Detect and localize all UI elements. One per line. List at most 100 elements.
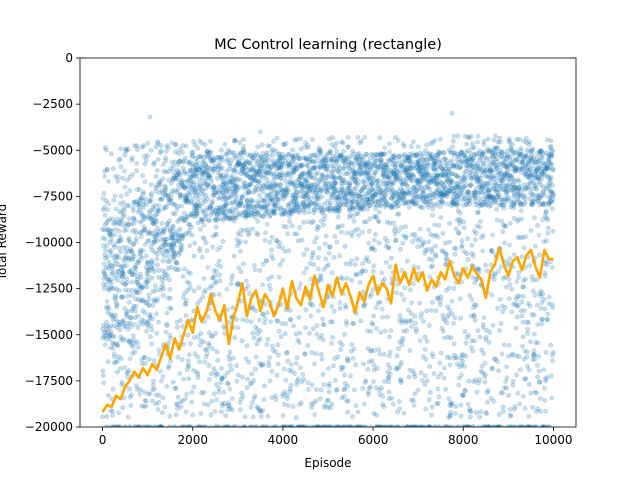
scatter-point (371, 263, 377, 269)
scatter-point (228, 281, 234, 287)
scatter-point (395, 346, 401, 352)
scatter-point (129, 271, 135, 277)
scatter-point (406, 204, 412, 210)
scatter-point (155, 226, 161, 232)
scatter-point (101, 380, 107, 386)
scatter-point (339, 223, 345, 229)
scatter-point (392, 231, 398, 237)
scatter-point (108, 286, 114, 292)
scatter-point (141, 318, 147, 324)
scatter-point (449, 298, 455, 304)
scatter-point (548, 175, 554, 181)
scatter-point (140, 248, 146, 254)
scatter-point (458, 402, 464, 408)
scatter-point (331, 308, 337, 314)
scatter-point (147, 230, 153, 236)
scatter-point (398, 291, 404, 297)
scatter-point (334, 239, 340, 245)
scatter-point (436, 222, 442, 228)
scatter-point (146, 268, 152, 274)
scatter-point (337, 305, 343, 311)
scatter-point (267, 354, 273, 360)
scatter-point (468, 183, 474, 189)
scatter-point (173, 385, 179, 391)
scatter-point (538, 305, 544, 311)
scatter-point (111, 341, 117, 347)
scatter-point (103, 198, 109, 204)
scatter-point (462, 178, 468, 184)
scatter-point (451, 320, 457, 326)
scatter-point (112, 261, 118, 267)
scatter-point (427, 364, 433, 370)
scatter-point (522, 405, 528, 411)
scatter-point (146, 229, 152, 235)
scatter-point (102, 252, 108, 258)
scatter-point (276, 274, 282, 280)
scatter-point (537, 379, 543, 385)
scatter-point (243, 239, 249, 245)
scatter-point (126, 288, 132, 294)
scatter-point (145, 140, 151, 146)
scatter-point (204, 351, 210, 357)
scatter-point (201, 389, 207, 395)
scatter-point (102, 329, 108, 335)
scatter-point (120, 274, 126, 280)
scatter-point (138, 195, 144, 201)
scatter-point (143, 299, 149, 305)
scatter-point (472, 317, 478, 323)
scatter-point (345, 398, 351, 404)
scatter-point (391, 220, 397, 226)
scatter-point (186, 363, 192, 369)
scatter-point (344, 230, 350, 236)
scatter-point (106, 263, 112, 269)
scatter-point (496, 327, 502, 333)
scatter-point (522, 276, 528, 282)
scatter-point (119, 382, 125, 388)
scatter-point (444, 256, 450, 262)
scatter-point (205, 264, 211, 270)
scatter-point (491, 276, 497, 282)
scatter-point (330, 319, 336, 325)
scatter-point (526, 139, 532, 145)
scatter-point (433, 253, 439, 259)
scatter-point (237, 140, 243, 146)
scatter-point (334, 386, 340, 392)
scatter-point (531, 352, 537, 358)
scatter-point (101, 205, 107, 211)
scatter-point (122, 184, 128, 190)
scatter-point (301, 219, 307, 225)
scatter-point (517, 367, 523, 373)
scatter-point (541, 385, 547, 391)
scatter-point (146, 214, 152, 220)
scatter-point (376, 178, 382, 184)
scatter-point (498, 264, 504, 270)
scatter-point (202, 359, 208, 365)
scatter-point (465, 257, 471, 263)
scatter-point (550, 182, 556, 188)
scatter-point (349, 277, 355, 283)
scatter-point (337, 347, 343, 353)
scatter-point (159, 244, 165, 250)
scatter-point (404, 258, 410, 264)
scatter-point (124, 227, 130, 233)
scatter-point (115, 343, 121, 349)
scatter-point (525, 330, 531, 336)
scatter-point (366, 259, 372, 265)
scatter-point (426, 227, 432, 233)
scatter-point (148, 323, 154, 329)
scatter-point (403, 224, 409, 230)
scatter-point (482, 360, 488, 366)
scatter-point (535, 321, 541, 327)
scatter-point (196, 285, 202, 291)
scatter-point (121, 168, 127, 174)
scatter-point (132, 321, 138, 327)
scatter-point (167, 295, 173, 301)
scatter-point (341, 393, 347, 399)
scatter-point (320, 316, 326, 322)
scatter-point (113, 226, 119, 232)
scatter-point (156, 245, 162, 251)
scatter-point (194, 210, 200, 216)
scatter-point (101, 227, 107, 233)
scatter-point (530, 288, 536, 294)
scatter-point (113, 253, 119, 259)
